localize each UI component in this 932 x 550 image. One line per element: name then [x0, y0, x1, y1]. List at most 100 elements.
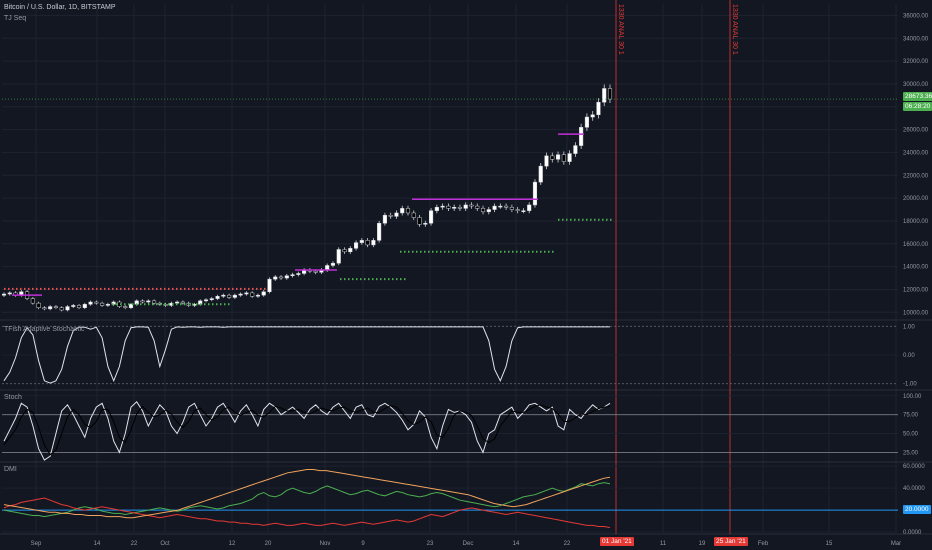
candle-down — [313, 270, 318, 273]
indicator-name[interactable]: TJ Seq — [4, 15, 27, 22]
x-tick-label: Oct — [160, 541, 170, 547]
fisher-pane-label[interactable]: TFish Adaptive Stochastic — [4, 326, 85, 333]
candle-up — [71, 305, 76, 307]
candle-down — [446, 205, 451, 209]
price-tick-label: 10000.00 — [903, 310, 929, 316]
price-tick-label: 22000.00 — [903, 173, 929, 179]
candle-up — [584, 116, 589, 128]
candle-down — [504, 205, 509, 208]
candle-up — [48, 306, 53, 310]
candle-up — [232, 294, 237, 298]
x-tick-label: Dec — [463, 541, 474, 547]
candle-up — [111, 301, 116, 305]
candle-down — [469, 204, 474, 207]
candle-down — [405, 208, 411, 214]
candle-down — [76, 305, 82, 308]
price-tick-label: 12000.00 — [903, 287, 929, 293]
candle-up — [284, 275, 289, 279]
candle-up — [1, 293, 7, 296]
x-tick-label: 9 — [361, 541, 365, 547]
candle-up — [532, 181, 538, 206]
stoch-tick-label: 25.00 — [903, 450, 919, 456]
candle-down — [509, 206, 514, 210]
candle-up — [521, 210, 526, 212]
candle-down — [152, 300, 157, 304]
candle-up — [244, 292, 249, 295]
candle-up — [261, 291, 266, 296]
candle-down — [140, 300, 145, 303]
price-tick-label: 20000.00 — [903, 196, 929, 202]
symbol-title[interactable]: Bitcoin / U.S. Dollar, 1D, BITSTAMP — [4, 4, 116, 11]
candle-down — [59, 307, 64, 311]
candle-up — [290, 274, 295, 277]
date-badge-jan-25: 25 Jan '21 — [714, 537, 748, 546]
candle-up — [273, 276, 278, 280]
marker-caption-1: 1330 ANAL 30 1 — [617, 4, 624, 55]
candle-down — [561, 154, 566, 162]
candle-down — [36, 302, 41, 308]
candle-up — [400, 208, 405, 214]
price-tick-label: 30000.00 — [903, 82, 929, 88]
candle-up — [440, 205, 445, 208]
candle-up — [7, 292, 12, 295]
candle-up — [296, 273, 301, 275]
candle-up — [221, 294, 226, 297]
candle-down — [94, 301, 99, 304]
candle-up — [544, 155, 549, 167]
x-tick-label: Nov — [320, 541, 331, 547]
candle-down — [457, 206, 462, 209]
adx-line — [3, 469, 611, 519]
candle-up — [175, 301, 180, 304]
x-tick-label: 19 — [699, 541, 706, 547]
candle-down — [278, 276, 284, 279]
x-tick-label: 14 — [513, 541, 520, 547]
candle-up — [434, 206, 439, 211]
stoch-tick-label: 75.00 — [903, 413, 919, 419]
candle-up — [492, 205, 497, 210]
candle-up — [359, 240, 364, 243]
dmi-pane-label[interactable]: DMI — [4, 466, 17, 473]
candle-up — [538, 165, 543, 183]
fisher-line — [3, 326, 610, 384]
candle-up — [65, 306, 70, 311]
dmi-minus-line — [3, 497, 611, 529]
last-price-badge: 28673.36 — [903, 92, 932, 101]
candle-up — [330, 262, 336, 266]
marker-caption-2: 1330 ANAL 30 1 — [731, 4, 738, 55]
price-tick-label: 18000.00 — [903, 219, 929, 225]
countdown-badge: 06:28:20 — [903, 102, 932, 111]
stoch-k-line — [3, 401, 611, 461]
dmi-level-badge: 20.0000 — [903, 505, 931, 514]
candle-down — [480, 208, 486, 213]
candle-up — [267, 278, 272, 292]
candle-down — [100, 302, 105, 306]
candle-down — [388, 214, 393, 217]
price-tick-label: 34000.00 — [903, 36, 929, 42]
candle-down — [365, 240, 370, 246]
stoch-pane-label[interactable]: Stoch — [4, 394, 22, 401]
fisher-tick-label: 1.00 — [903, 324, 915, 330]
candle-up — [209, 298, 214, 300]
candle-up — [255, 294, 260, 297]
x-tick-label: 12 — [229, 541, 236, 547]
candle-down — [550, 155, 555, 160]
price-tick-label: 36000.00 — [903, 13, 929, 19]
fisher-tick-label: -1.00 — [903, 382, 917, 388]
candle-down — [607, 88, 613, 100]
candle-down — [411, 212, 416, 218]
dmi-plus-line — [3, 482, 611, 518]
candle-up — [602, 88, 607, 103]
candle-up — [498, 205, 503, 208]
x-tick-label: 11 — [660, 541, 667, 547]
x-tick-label: 23 — [427, 541, 434, 547]
candle-up — [377, 222, 382, 241]
x-tick-label: Mar — [891, 541, 901, 547]
candle-up — [371, 240, 376, 246]
price-tick-label: 14000.00 — [903, 265, 929, 271]
x-tick-label: 22 — [131, 541, 138, 547]
candle-up — [88, 301, 93, 305]
candle-down — [53, 306, 58, 308]
dmi-tick-label: 40.0000 — [903, 486, 925, 492]
x-tick-label: Sep — [31, 541, 42, 547]
